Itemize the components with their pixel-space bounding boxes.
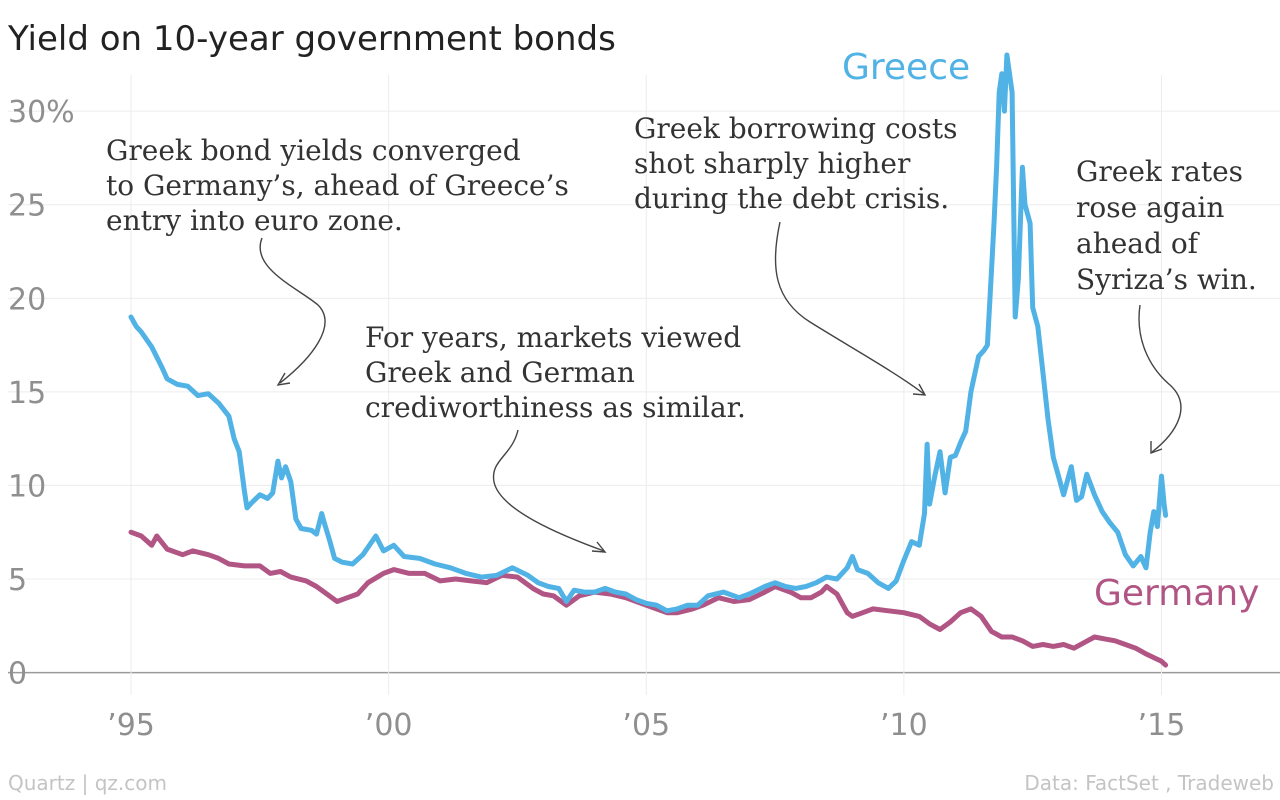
footer-source-left: Quartz | qz.com xyxy=(8,771,167,795)
annotation-similar-line-3: crediworthiness as similar. xyxy=(365,391,746,424)
annotation-crisis-line-1: Greek borrowing costs xyxy=(634,112,957,145)
annotation-convergence-line-2: to Germany’s, ahead of Greece’s xyxy=(106,169,569,202)
series-line-germany xyxy=(128,529,1169,668)
annotation-convergence: Greek bond yields converged to Germany’s… xyxy=(106,134,578,386)
y-tick-label-20: 20 xyxy=(8,282,46,317)
y-tick-label-5: 5 xyxy=(8,563,27,598)
annotation-syriza: Greek rates rose again ahead of Syriza’s… xyxy=(1076,155,1257,454)
y-tick-label-30: 30% xyxy=(8,95,75,130)
annotation-similar: For years, markets viewed Greek and Germ… xyxy=(365,321,750,553)
x-tick-label-2015: ’15 xyxy=(1138,708,1186,743)
annotation-convergence-arrow xyxy=(259,237,326,384)
annotation-similar-arrow xyxy=(492,429,605,552)
annotation-syriza-line-3: ahead of xyxy=(1076,227,1201,260)
svg-text:For years, markets viewed: For years, markets viewed Greek and Germ… xyxy=(365,321,750,424)
series-lines xyxy=(128,52,1169,668)
annotation-similar-line-1: For years, markets viewed xyxy=(365,321,741,354)
annotation-crisis-line-3: during the debt crisis. xyxy=(634,182,949,215)
annotation-convergence-line-3: entry into euro zone. xyxy=(106,204,403,237)
annotation-syriza-line-2: rose again xyxy=(1076,191,1224,224)
svg-text:Greek bond yields converged: Greek bond yields converged to Germany’s… xyxy=(106,134,578,237)
y-tick-label-25: 25 xyxy=(8,189,46,224)
annotation-crisis-arrow xyxy=(774,221,925,395)
annotation-convergence-line-1: Greek bond yields converged xyxy=(106,134,521,167)
svg-text:Greek borrowing costs sh: Greek borrowing costs shot sharply highe… xyxy=(634,112,966,215)
annotation-crisis-line-2: shot sharply higher xyxy=(634,147,911,180)
series-line-greece xyxy=(128,52,1169,614)
annotation-syriza-arrow xyxy=(1138,304,1182,453)
annotation-syriza-arrowhead xyxy=(1150,441,1163,454)
x-tick-label-2005: ’05 xyxy=(622,708,670,743)
series-label-greece: Greece xyxy=(842,47,970,88)
series-label-germany: Germany xyxy=(1094,573,1259,614)
annotation-convergence-arrowhead xyxy=(276,372,291,386)
x-tick-label-2000: ’00 xyxy=(365,708,413,743)
annotation-syriza-line-1: Greek rates xyxy=(1076,155,1243,188)
y-tick-label-15: 15 xyxy=(8,376,46,411)
annotation-crisis-arrowhead xyxy=(912,383,927,396)
x-tick-label-2010: ’10 xyxy=(880,708,928,743)
grid-lines xyxy=(8,75,1280,695)
chart-title: Yield on 10-year government bonds xyxy=(7,19,616,59)
annotation-crisis: Greek borrowing costs shot sharply highe… xyxy=(634,112,966,396)
annotation-similar-arrowhead xyxy=(591,541,607,553)
annotation-syriza-line-4: Syriza’s win. xyxy=(1076,263,1257,296)
annotation-similar-line-2: Greek and German xyxy=(365,356,635,389)
y-axis-ticks: 0 5 10 15 20 25 30% xyxy=(8,95,75,691)
svg-text:Greek rates rose again: Greek rates rose again ahead of Syriza’s… xyxy=(1076,155,1257,296)
footer-source-right: Data: FactSet , Tradeweb xyxy=(1024,771,1274,795)
y-tick-label-10: 10 xyxy=(8,469,46,504)
y-tick-label-0: 0 xyxy=(8,657,27,692)
x-tick-label-1995: ’95 xyxy=(107,708,155,743)
x-axis-ticks: ’95 ’00 ’05 ’10 ’15 xyxy=(107,708,1185,743)
